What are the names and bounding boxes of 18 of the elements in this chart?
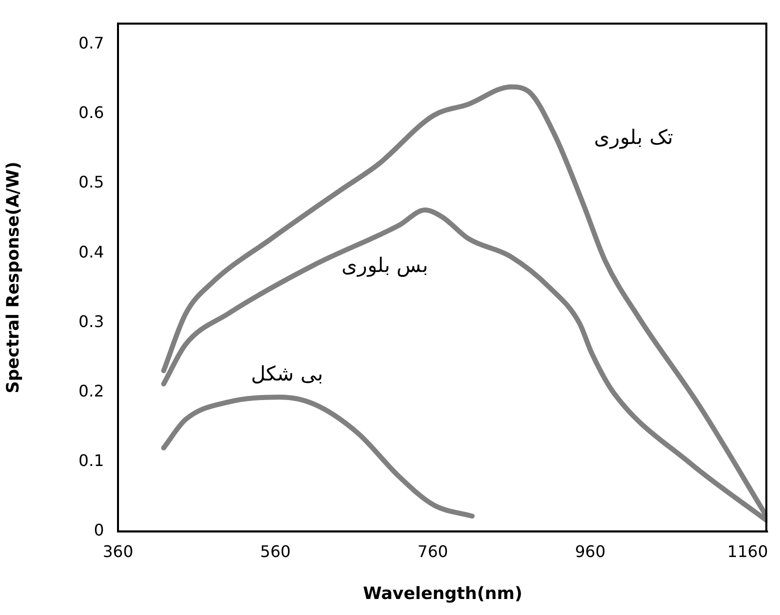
x-tick-label: 360: [102, 542, 134, 562]
series-label: تک بلوری: [594, 125, 674, 150]
y-tick-label: 0.5: [78, 172, 104, 192]
y-tick-label: 0.4: [78, 242, 104, 262]
y-tick-label: 0.6: [78, 103, 104, 122]
y-tick-label: 0.1: [78, 450, 104, 470]
x-tick-label: 1160: [727, 542, 768, 562]
x-tick-label: 960: [574, 542, 606, 562]
y-axis-title: Spectral Response(A/W): [4, 162, 24, 394]
x-axis-title: Wavelength(nm): [362, 584, 522, 604]
y-tick-label: 0.3: [78, 312, 104, 331]
x-tick-label: 560: [260, 542, 291, 562]
x-tick-label: 760: [418, 542, 448, 562]
series-label: بی شکل: [250, 361, 324, 386]
series-label: بس بلوری: [341, 253, 429, 278]
y-tick-label: 0.7: [78, 34, 104, 53]
y-tick-label: 0.2: [78, 381, 104, 400]
y-tick-label: 0: [94, 520, 104, 540]
